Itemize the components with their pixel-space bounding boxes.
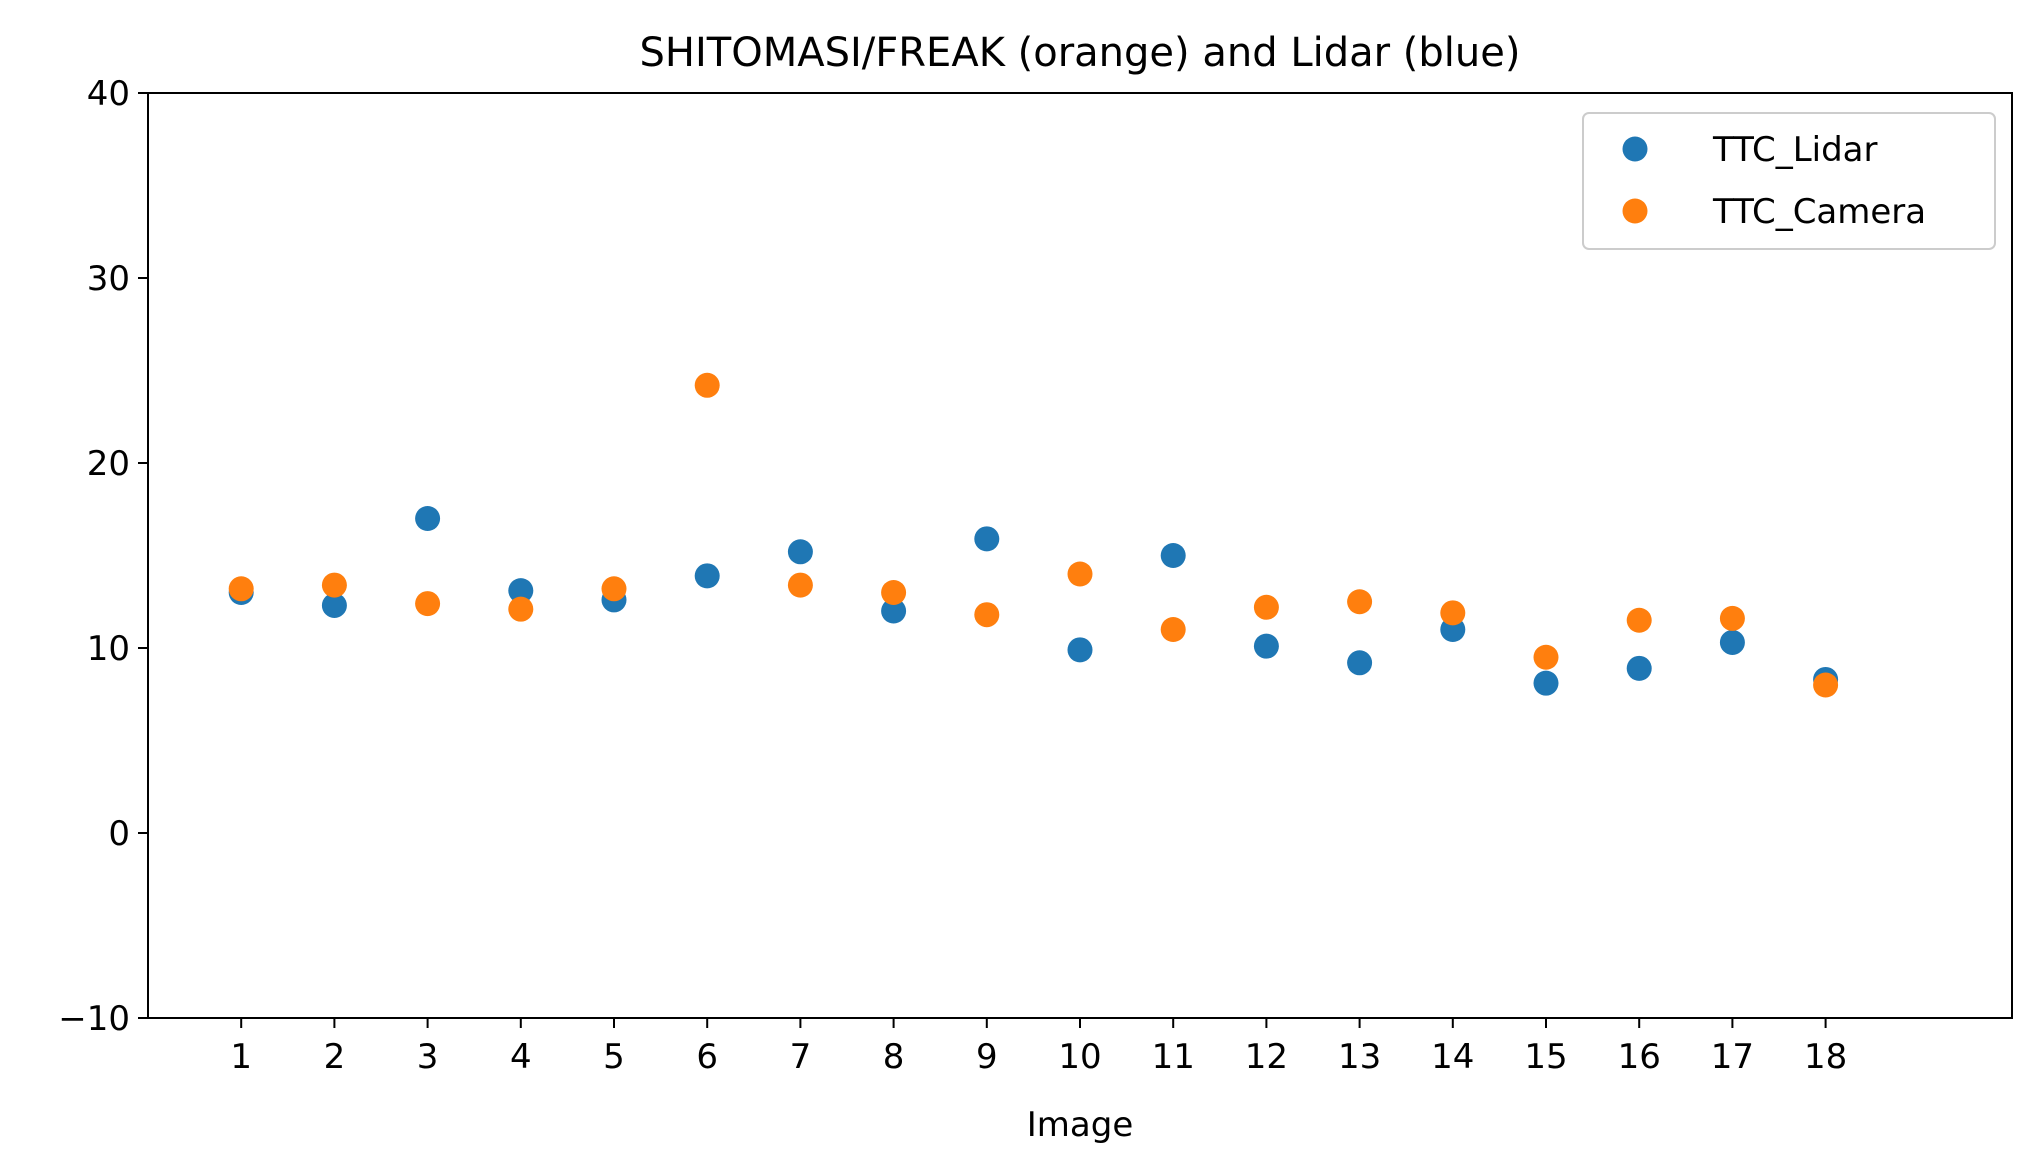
data-point — [1626, 607, 1652, 633]
data-point — [1160, 543, 1186, 568]
data-point — [1813, 672, 1839, 698]
data-point — [974, 526, 1000, 552]
data-point — [1719, 605, 1745, 631]
data-point — [415, 591, 441, 617]
y-tick-label: 30 — [87, 259, 130, 299]
data-point — [787, 572, 813, 598]
chart-title: SHITOMASI/FREAK (orange) and Lidar (blue… — [640, 30, 1521, 76]
data-point — [787, 539, 813, 565]
data-point — [508, 596, 534, 622]
data-point — [321, 572, 347, 598]
data-point — [1160, 617, 1186, 642]
y-tick-label: 40 — [87, 74, 130, 114]
data-point — [694, 372, 720, 398]
data-point — [974, 602, 1000, 628]
y-tick-label: −10 — [58, 999, 130, 1039]
data-point — [1253, 594, 1279, 620]
x-tick-label: 6 — [696, 1037, 718, 1077]
x-tick-label: 4 — [510, 1037, 532, 1077]
series-ttc-camera — [228, 372, 1839, 698]
data-point — [601, 576, 627, 602]
x-tick-label: 10 — [1058, 1037, 1101, 1077]
x-tick-label: 15 — [1524, 1037, 1567, 1077]
x-tick-label: 12 — [1245, 1037, 1288, 1077]
x-tick-label: 8 — [883, 1037, 905, 1077]
legend-label: TTC_Lidar — [1712, 130, 1877, 170]
data-point — [415, 506, 441, 531]
x-tick-label: 2 — [324, 1037, 346, 1077]
x-tick-label: 7 — [790, 1037, 812, 1077]
data-point — [321, 592, 347, 618]
x-tick-label: 17 — [1711, 1037, 1754, 1077]
legend-label: TTC_Camera — [1712, 192, 1926, 232]
data-point — [1067, 561, 1093, 587]
x-tick-label: 11 — [1152, 1037, 1195, 1077]
data-point — [1626, 655, 1652, 681]
data-point — [881, 580, 907, 605]
data-point — [694, 563, 720, 589]
plot-frame — [147, 92, 2013, 1019]
data-point — [228, 576, 254, 602]
x-tick-label: 16 — [1618, 1037, 1661, 1077]
x-tick-label: 5 — [603, 1037, 625, 1077]
legend-marker — [1622, 198, 1648, 224]
x-tick-label: 14 — [1431, 1037, 1474, 1077]
x-tick-label: 1 — [230, 1037, 252, 1077]
x-tick-label: 9 — [976, 1037, 998, 1077]
data-point — [881, 598, 907, 624]
y-tick-label: 0 — [108, 814, 130, 854]
data-point — [1533, 644, 1559, 670]
legend-marker — [1622, 136, 1648, 162]
data-point — [1067, 637, 1093, 663]
y-tick-label: 20 — [87, 444, 130, 484]
legend-box — [1582, 112, 1996, 250]
legend: TTC_Lidar TTC_Camera — [1582, 112, 1996, 250]
data-point — [1440, 600, 1466, 626]
data-point — [1533, 670, 1559, 696]
data-point — [1719, 629, 1745, 655]
x-tick-label: 3 — [417, 1037, 439, 1077]
data-point — [1347, 589, 1373, 615]
data-point — [1253, 633, 1279, 659]
x-tick-label: 18 — [1804, 1037, 1847, 1077]
series-ttc-lidar — [228, 506, 1839, 696]
data-point — [508, 578, 534, 604]
data-point — [1347, 650, 1373, 676]
x-axis-label: Image — [1027, 1105, 1133, 1145]
x-tick-label: 13 — [1338, 1037, 1381, 1077]
y-tick-label: 10 — [87, 629, 130, 669]
